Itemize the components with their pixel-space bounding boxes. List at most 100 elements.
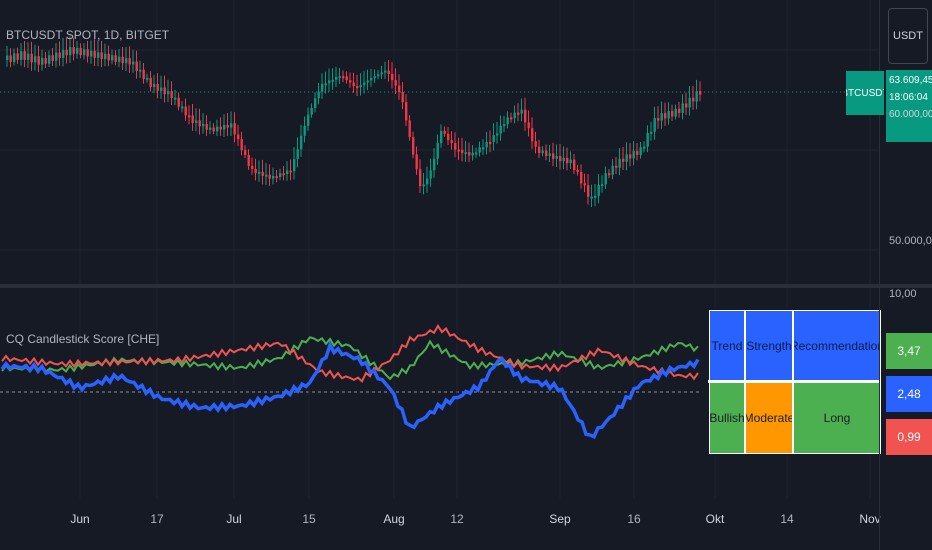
candle-body bbox=[492, 135, 495, 143]
candle-body bbox=[37, 56, 40, 65]
candle-body bbox=[664, 113, 667, 119]
time-axis[interactable]: Jun 17 Jul 15 Aug 12 Sep 16 Okt 14 Nov bbox=[0, 498, 880, 550]
currency-button[interactable]: USDT bbox=[888, 8, 928, 64]
candle-body bbox=[384, 70, 387, 73]
candle-body bbox=[510, 117, 513, 120]
candle-body bbox=[415, 154, 418, 170]
candle-body bbox=[338, 76, 341, 79]
candle-body bbox=[121, 56, 124, 64]
candle-body bbox=[279, 173, 282, 177]
candle-body bbox=[296, 149, 299, 160]
time-label: Aug bbox=[383, 512, 405, 526]
candle-body bbox=[594, 195, 597, 198]
price-chart-pane[interactable] bbox=[0, 0, 932, 285]
candle-body bbox=[580, 172, 583, 184]
candle-body bbox=[226, 124, 229, 128]
candle-body bbox=[160, 87, 163, 91]
candle-body bbox=[83, 49, 86, 56]
candle-body bbox=[685, 103, 688, 108]
candle-body bbox=[632, 150, 635, 159]
candle-body bbox=[23, 51, 26, 60]
pane-divider[interactable] bbox=[0, 284, 932, 288]
candle-body bbox=[202, 123, 205, 127]
candle-body bbox=[625, 154, 628, 162]
indicator-chart[interactable] bbox=[0, 288, 880, 498]
candle-body bbox=[307, 114, 310, 126]
candle-body bbox=[139, 69, 142, 72]
candle-body bbox=[125, 58, 128, 64]
time-label: 12 bbox=[450, 512, 464, 526]
candle-body bbox=[72, 47, 75, 54]
last-price-tag: 63.609,45 18:06:04 60.000,00 bbox=[886, 70, 932, 142]
candle-body bbox=[426, 178, 429, 185]
candle-body bbox=[660, 113, 663, 121]
candle-body bbox=[681, 103, 684, 113]
candle-body bbox=[65, 49, 68, 56]
candle-body bbox=[93, 50, 96, 58]
indicator-title: CQ Candlestick Score [CHE] bbox=[6, 332, 160, 346]
candle-body bbox=[478, 147, 481, 153]
candle-body bbox=[324, 83, 327, 86]
candle-body bbox=[34, 56, 37, 63]
price-chart[interactable] bbox=[0, 0, 880, 285]
candle-body bbox=[608, 173, 611, 176]
candle-body bbox=[485, 142, 488, 148]
candle-body bbox=[335, 77, 338, 80]
candle-body bbox=[163, 87, 166, 95]
candle-body bbox=[412, 137, 415, 155]
candle-body bbox=[331, 79, 334, 82]
candle-body bbox=[198, 120, 201, 127]
candle-body bbox=[282, 173, 285, 176]
candle-body bbox=[405, 102, 408, 121]
green-score-line bbox=[1, 336, 699, 381]
candle-body bbox=[212, 127, 215, 132]
candle-body bbox=[573, 159, 576, 171]
candle-body bbox=[622, 158, 625, 162]
candle-body bbox=[534, 141, 537, 147]
time-label: Jul bbox=[226, 512, 242, 526]
candle-body bbox=[132, 61, 135, 65]
candle-body bbox=[328, 80, 331, 84]
candle-body bbox=[359, 85, 362, 88]
candle-body bbox=[538, 146, 541, 154]
candle-body bbox=[447, 133, 450, 141]
candle-body bbox=[9, 55, 12, 63]
time-label: 15 bbox=[302, 512, 316, 526]
candle-body bbox=[391, 74, 394, 81]
candle-body bbox=[524, 109, 527, 123]
candle-body bbox=[366, 80, 369, 83]
indicator-pane[interactable] bbox=[0, 288, 932, 498]
candle-body bbox=[317, 91, 320, 99]
candle-body bbox=[184, 106, 187, 116]
candle-body bbox=[552, 153, 555, 159]
last-price-value: 63.609,45 bbox=[889, 75, 932, 86]
candle-body bbox=[30, 53, 33, 63]
candle-body bbox=[377, 74, 380, 77]
candle-body bbox=[482, 147, 485, 150]
candle-body bbox=[475, 152, 478, 155]
candle-body bbox=[261, 171, 264, 176]
candle-body bbox=[174, 97, 177, 100]
table-header-recommendation: Recommendation bbox=[793, 310, 881, 382]
candle-body bbox=[373, 76, 376, 79]
candle-body bbox=[254, 168, 257, 174]
candle-body bbox=[216, 126, 219, 132]
candle-body bbox=[48, 55, 51, 64]
candle-body bbox=[300, 135, 303, 150]
candle-body bbox=[443, 130, 446, 134]
candle-body bbox=[149, 77, 152, 87]
time-label: 17 bbox=[150, 512, 164, 526]
candle-body bbox=[569, 159, 572, 164]
candle-body bbox=[401, 91, 404, 103]
candle-body bbox=[496, 133, 499, 136]
candle-body bbox=[601, 184, 604, 187]
price-scale[interactable] bbox=[879, 0, 932, 550]
candle-body bbox=[394, 80, 397, 86]
green-score-tag: 3,47 bbox=[886, 333, 932, 369]
candle-body bbox=[457, 149, 460, 152]
candle-body bbox=[146, 77, 149, 80]
candle-body bbox=[310, 107, 313, 115]
candle-body bbox=[657, 118, 660, 121]
candle-body bbox=[692, 97, 695, 102]
candle-body bbox=[643, 146, 646, 149]
